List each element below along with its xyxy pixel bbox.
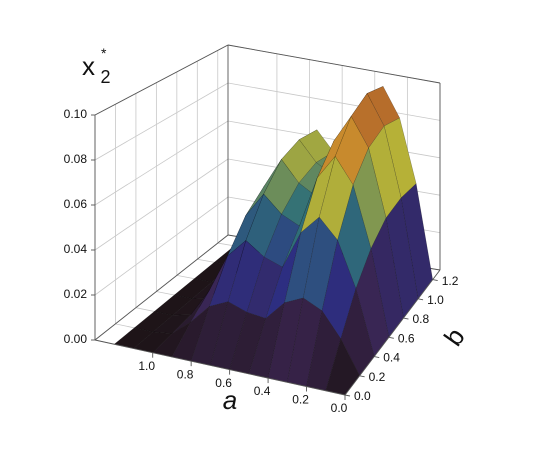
z-tick-label: 0.04: [64, 242, 88, 256]
tick-mark: [344, 394, 351, 397]
b-tick-label: 0.8: [412, 312, 429, 326]
b-tick-label: 0.0: [354, 389, 371, 403]
tick-mark: [417, 298, 424, 301]
box-edge: [94, 234, 229, 341]
tick-mark: [359, 375, 365, 378]
grid-line: [94, 158, 229, 251]
z-tick-label: 0.06: [64, 197, 88, 211]
axis-line: [344, 269, 441, 396]
a-axis-title: a: [223, 385, 237, 415]
z-axis-title: x * 2: [82, 45, 110, 87]
surface-patch: [334, 115, 369, 186]
z-title-sub: 2: [100, 67, 110, 87]
surface-patch: [227, 193, 264, 257]
grid-line: [94, 120, 229, 206]
b-tick-label: 1.0: [427, 293, 444, 307]
b-tick-label: 0.4: [383, 351, 400, 365]
a-tick-label: 0.0: [331, 401, 348, 415]
b-tick-label: 1.2: [442, 274, 459, 288]
box-edge: [94, 44, 229, 116]
a-tick-label: 0.8: [177, 367, 194, 381]
grid-line: [94, 82, 229, 161]
surface-patch: [300, 156, 336, 234]
z-title-base: x: [82, 51, 95, 81]
z-tick-label: 0.08: [64, 152, 88, 166]
tick-mark: [374, 356, 380, 358]
b-tick-label: 0.2: [369, 370, 386, 384]
z-tick-label: 0.10: [64, 107, 88, 121]
tick-mark: [388, 336, 394, 339]
a-tick-label: 0.2: [292, 393, 309, 407]
grid-line: [94, 196, 229, 296]
a-tick-label: 0.6: [215, 376, 232, 390]
b-axis-title: b: [438, 322, 471, 351]
a-tick-label: 0.4: [254, 384, 271, 398]
axis-line: [94, 339, 346, 396]
z-tick-label: 0.02: [64, 287, 88, 301]
a-tick-label: 1.0: [138, 359, 155, 373]
grid-line: [227, 82, 441, 121]
surface-patch: [317, 116, 352, 178]
tick-mark: [403, 317, 409, 320]
b-tick-label: 0.6: [398, 331, 415, 345]
tick-mark: [432, 279, 438, 282]
z-tick-label: 0.00: [64, 332, 88, 346]
z-title-sup: *: [101, 45, 107, 61]
surface-patch: [282, 177, 318, 268]
box-edge: [227, 44, 441, 84]
